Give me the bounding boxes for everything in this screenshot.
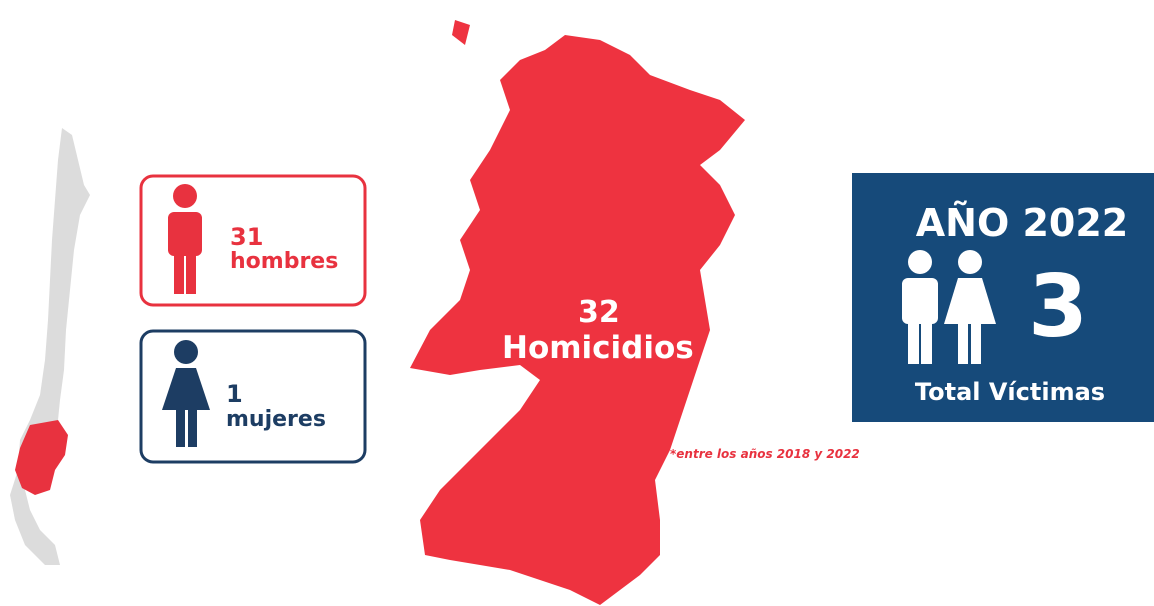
men-count: 31: [230, 223, 263, 251]
region-map-island: [452, 20, 470, 45]
chile-map: [10, 128, 90, 565]
man-icon: [168, 184, 202, 294]
men-box: [139, 174, 367, 307]
women-count: 1: [226, 380, 243, 408]
region-map: [410, 35, 745, 605]
men-label: hombres: [230, 249, 338, 274]
year-title: AÑO 2022: [916, 201, 1129, 245]
region-note: *entre los años 2018 y 2022: [670, 447, 860, 461]
year-label: Total Víctimas: [915, 378, 1105, 406]
year-count: 3: [1028, 257, 1088, 357]
chile-region-highlight: [15, 420, 68, 495]
women-label: mujeres: [226, 407, 326, 432]
people-icon: [902, 250, 996, 364]
woman-icon: [162, 340, 210, 447]
region-count: 32: [578, 295, 620, 330]
region-label: Homicidios: [502, 330, 694, 366]
